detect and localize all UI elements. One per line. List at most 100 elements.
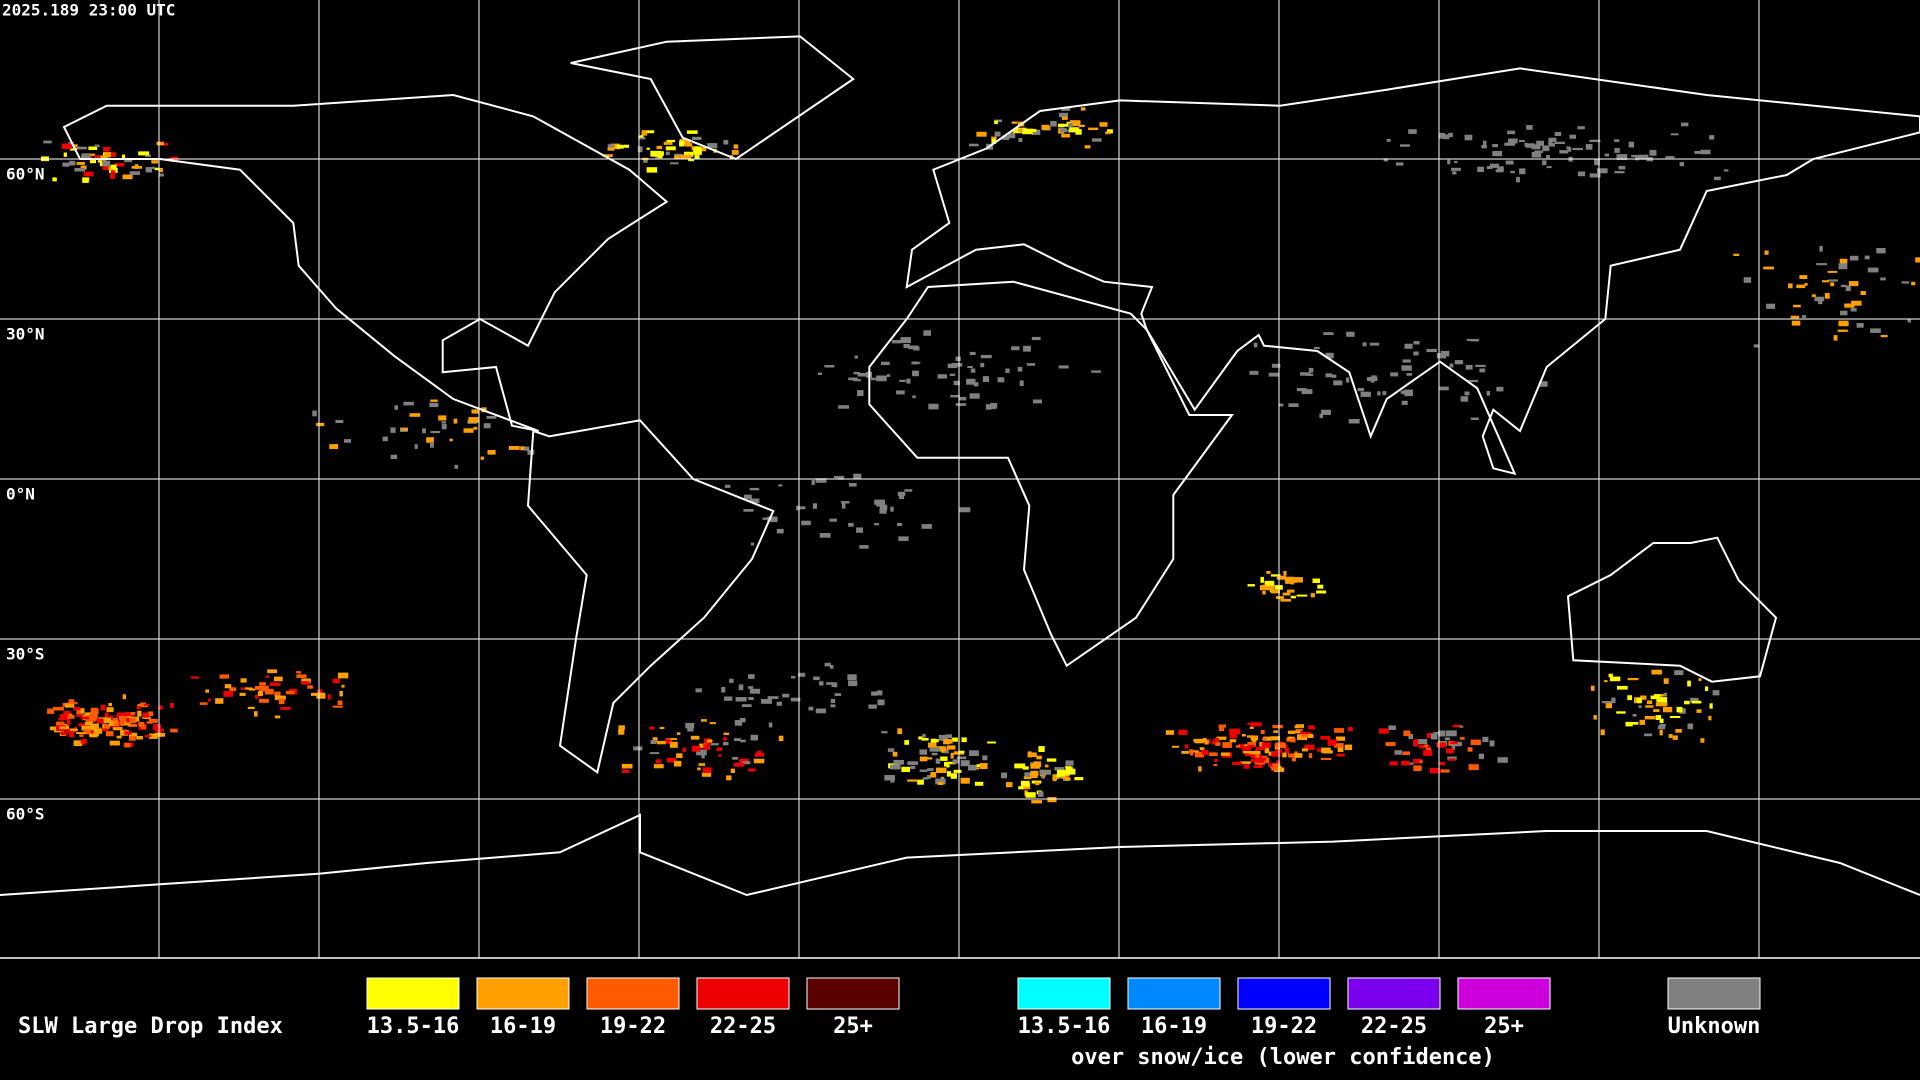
speckle xyxy=(969,750,979,756)
speckle xyxy=(812,503,817,509)
coastlines xyxy=(0,35,1920,897)
speckle xyxy=(524,446,530,451)
speckle xyxy=(890,506,894,512)
speckle xyxy=(782,693,790,698)
speckle xyxy=(1526,125,1533,130)
speckle xyxy=(848,680,858,687)
speckle xyxy=(1694,151,1703,154)
speckle xyxy=(1799,275,1808,279)
speckle xyxy=(1844,303,1855,308)
speckle xyxy=(876,375,887,382)
speckle xyxy=(1189,751,1194,756)
speckle xyxy=(1617,685,1628,690)
speckle xyxy=(749,688,761,694)
speckle xyxy=(471,409,479,414)
speckle xyxy=(936,746,947,752)
speckle xyxy=(1214,738,1219,743)
speckle xyxy=(1011,121,1018,124)
speckle xyxy=(61,143,73,149)
speckle xyxy=(1479,368,1486,373)
speckle xyxy=(955,403,966,406)
speckle xyxy=(449,438,453,442)
speckle xyxy=(879,504,888,511)
speckle xyxy=(1548,139,1553,146)
speckle xyxy=(94,144,100,147)
speckle xyxy=(1679,162,1685,167)
speckle xyxy=(1032,399,1042,404)
speckle xyxy=(93,728,103,734)
speckle xyxy=(257,691,263,697)
speckle xyxy=(749,487,760,491)
speckle xyxy=(910,765,916,769)
speckle xyxy=(994,131,1001,137)
speckle xyxy=(967,366,973,368)
speckle xyxy=(1709,135,1715,140)
speckle xyxy=(148,718,158,723)
speckle xyxy=(110,164,117,169)
speckle xyxy=(1796,284,1806,289)
speckle xyxy=(245,687,253,690)
speckle xyxy=(68,732,75,738)
speckle xyxy=(1241,734,1246,737)
speckle xyxy=(1644,716,1656,720)
speckle xyxy=(927,768,934,771)
speckle xyxy=(1014,763,1026,769)
speckle xyxy=(1640,695,1647,700)
speckle xyxy=(1040,769,1051,775)
speckle xyxy=(1060,776,1070,779)
speckle xyxy=(112,727,123,731)
speckle xyxy=(142,716,151,719)
speckle xyxy=(808,706,814,711)
speckle xyxy=(898,536,909,541)
speckle xyxy=(1489,740,1495,747)
speckle xyxy=(1438,761,1446,766)
speckle xyxy=(286,690,295,695)
latitude-label: 0°N xyxy=(6,485,35,504)
speckle xyxy=(1346,331,1355,337)
speckle xyxy=(1519,168,1526,175)
speckle xyxy=(750,734,759,741)
speckle xyxy=(480,456,484,460)
speckle xyxy=(716,747,723,751)
speckle xyxy=(969,351,976,355)
speckle xyxy=(109,715,114,718)
speckle xyxy=(337,672,349,679)
speckle xyxy=(1028,752,1037,757)
speckle xyxy=(1296,594,1308,597)
speckle xyxy=(877,699,885,706)
speckle xyxy=(1674,670,1684,676)
speckle xyxy=(1262,584,1267,590)
legend-swatch xyxy=(366,977,460,1010)
speckle xyxy=(1492,144,1499,148)
speckle xyxy=(508,446,520,450)
speckle xyxy=(1198,766,1202,772)
speckle xyxy=(747,686,754,689)
speckle xyxy=(959,507,971,513)
speckle xyxy=(1039,769,1045,776)
speckle xyxy=(335,420,344,423)
speckle xyxy=(1061,133,1071,138)
speckle xyxy=(1403,389,1413,395)
speckle xyxy=(969,393,980,399)
speckle xyxy=(1423,749,1433,756)
legend-swatch xyxy=(1127,977,1221,1010)
speckle xyxy=(891,340,901,344)
speckle xyxy=(1301,389,1313,395)
speckle xyxy=(797,506,806,510)
speckle xyxy=(73,727,78,730)
speckle xyxy=(1247,741,1256,747)
speckle xyxy=(62,702,67,707)
speckle xyxy=(1263,736,1271,741)
speckle xyxy=(1451,167,1461,171)
speckle xyxy=(1838,320,1849,327)
speckle xyxy=(84,721,93,726)
speckle xyxy=(144,735,152,738)
speckle xyxy=(948,761,956,765)
speckle xyxy=(665,151,670,156)
speckle xyxy=(76,712,83,717)
speckle xyxy=(665,738,673,744)
speckle xyxy=(1266,571,1271,574)
speckle xyxy=(1437,742,1447,748)
speckle xyxy=(928,742,937,748)
speckle xyxy=(610,143,620,150)
